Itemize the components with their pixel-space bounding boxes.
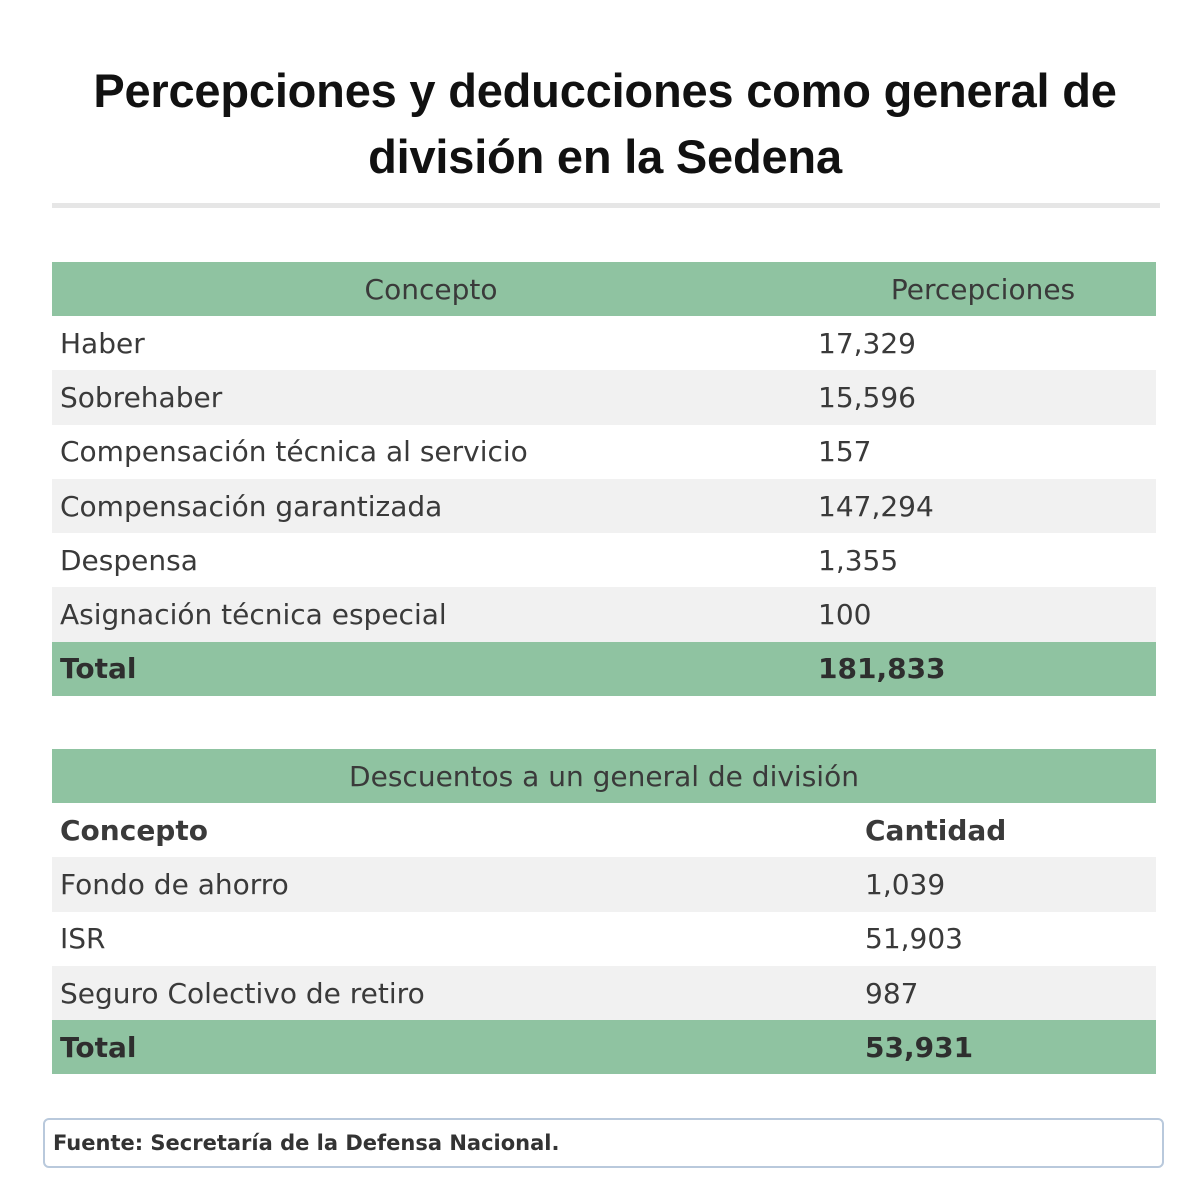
total-value: 53,931 — [865, 1030, 974, 1064]
percepciones-table: Concepto Percepciones Haber 17,329 Sobre… — [52, 262, 1156, 697]
table-header-row: Concepto Cantidad — [52, 803, 1156, 857]
row-valor: 51,903 — [865, 922, 963, 956]
column-header-concepto: Concepto — [364, 272, 498, 306]
row-valor: 100 — [818, 598, 872, 632]
row-valor: 1,039 — [865, 867, 946, 901]
table-row: Sobrehaber 15,596 — [52, 370, 1156, 425]
column-header-cantidad: Cantidad — [865, 813, 1007, 847]
table-row: Compensación garantizada 147,294 — [52, 478, 1156, 534]
table-row: ISR 51,903 — [52, 912, 1156, 966]
table-row: Seguro Colectivo de retiro 987 — [52, 965, 1156, 1021]
table-row: Asignación técnica especial 100 — [52, 587, 1156, 642]
total-label: Total — [60, 1030, 137, 1064]
row-concepto: Haber — [60, 326, 145, 360]
row-concepto: ISR — [60, 922, 106, 956]
total-row: Total 53,931 — [52, 1020, 1156, 1075]
column-header-percepciones: Percepciones — [890, 272, 1076, 306]
table-row: Fondo de ahorro 1,039 — [52, 857, 1156, 912]
table-header-row: Concepto Percepciones — [52, 262, 1156, 316]
table-heading-row: Descuentos a un general de división — [52, 749, 1156, 803]
row-concepto: Asignación técnica especial — [60, 598, 447, 632]
table-row: Despensa 1,355 — [52, 533, 1156, 587]
page-title: Percepciones y deducciones como general … — [93, 64, 1117, 183]
column-header-concepto: Concepto — [60, 813, 208, 847]
row-concepto: Fondo de ahorro — [60, 867, 289, 901]
row-valor: 987 — [865, 976, 919, 1010]
row-concepto: Seguro Colectivo de retiro — [60, 976, 425, 1010]
descuentos-table: Descuentos a un general de división Conc… — [52, 749, 1156, 1075]
total-row: Total 181,833 — [52, 641, 1156, 697]
row-concepto: Despensa — [60, 543, 198, 577]
table-row: Compensación técnica al servicio 157 — [52, 425, 1156, 479]
source-note: Fuente: Secretaría de la Defensa Naciona… — [43, 1118, 1164, 1168]
row-valor: 1,355 — [818, 543, 899, 577]
row-valor: 17,329 — [818, 326, 916, 360]
row-valor: 15,596 — [818, 380, 916, 414]
row-concepto: Compensación garantizada — [60, 489, 443, 523]
row-valor: 147,294 — [818, 489, 934, 523]
title-divider — [52, 203, 1160, 208]
row-valor: 157 — [818, 435, 872, 469]
table-row: Haber 17,329 — [52, 316, 1156, 370]
total-value: 181,833 — [818, 652, 946, 686]
row-concepto: Compensación técnica al servicio — [60, 435, 528, 469]
total-label: Total — [60, 652, 137, 686]
row-concepto: Sobrehaber — [60, 380, 223, 414]
table-heading: Descuentos a un general de división — [349, 759, 859, 793]
